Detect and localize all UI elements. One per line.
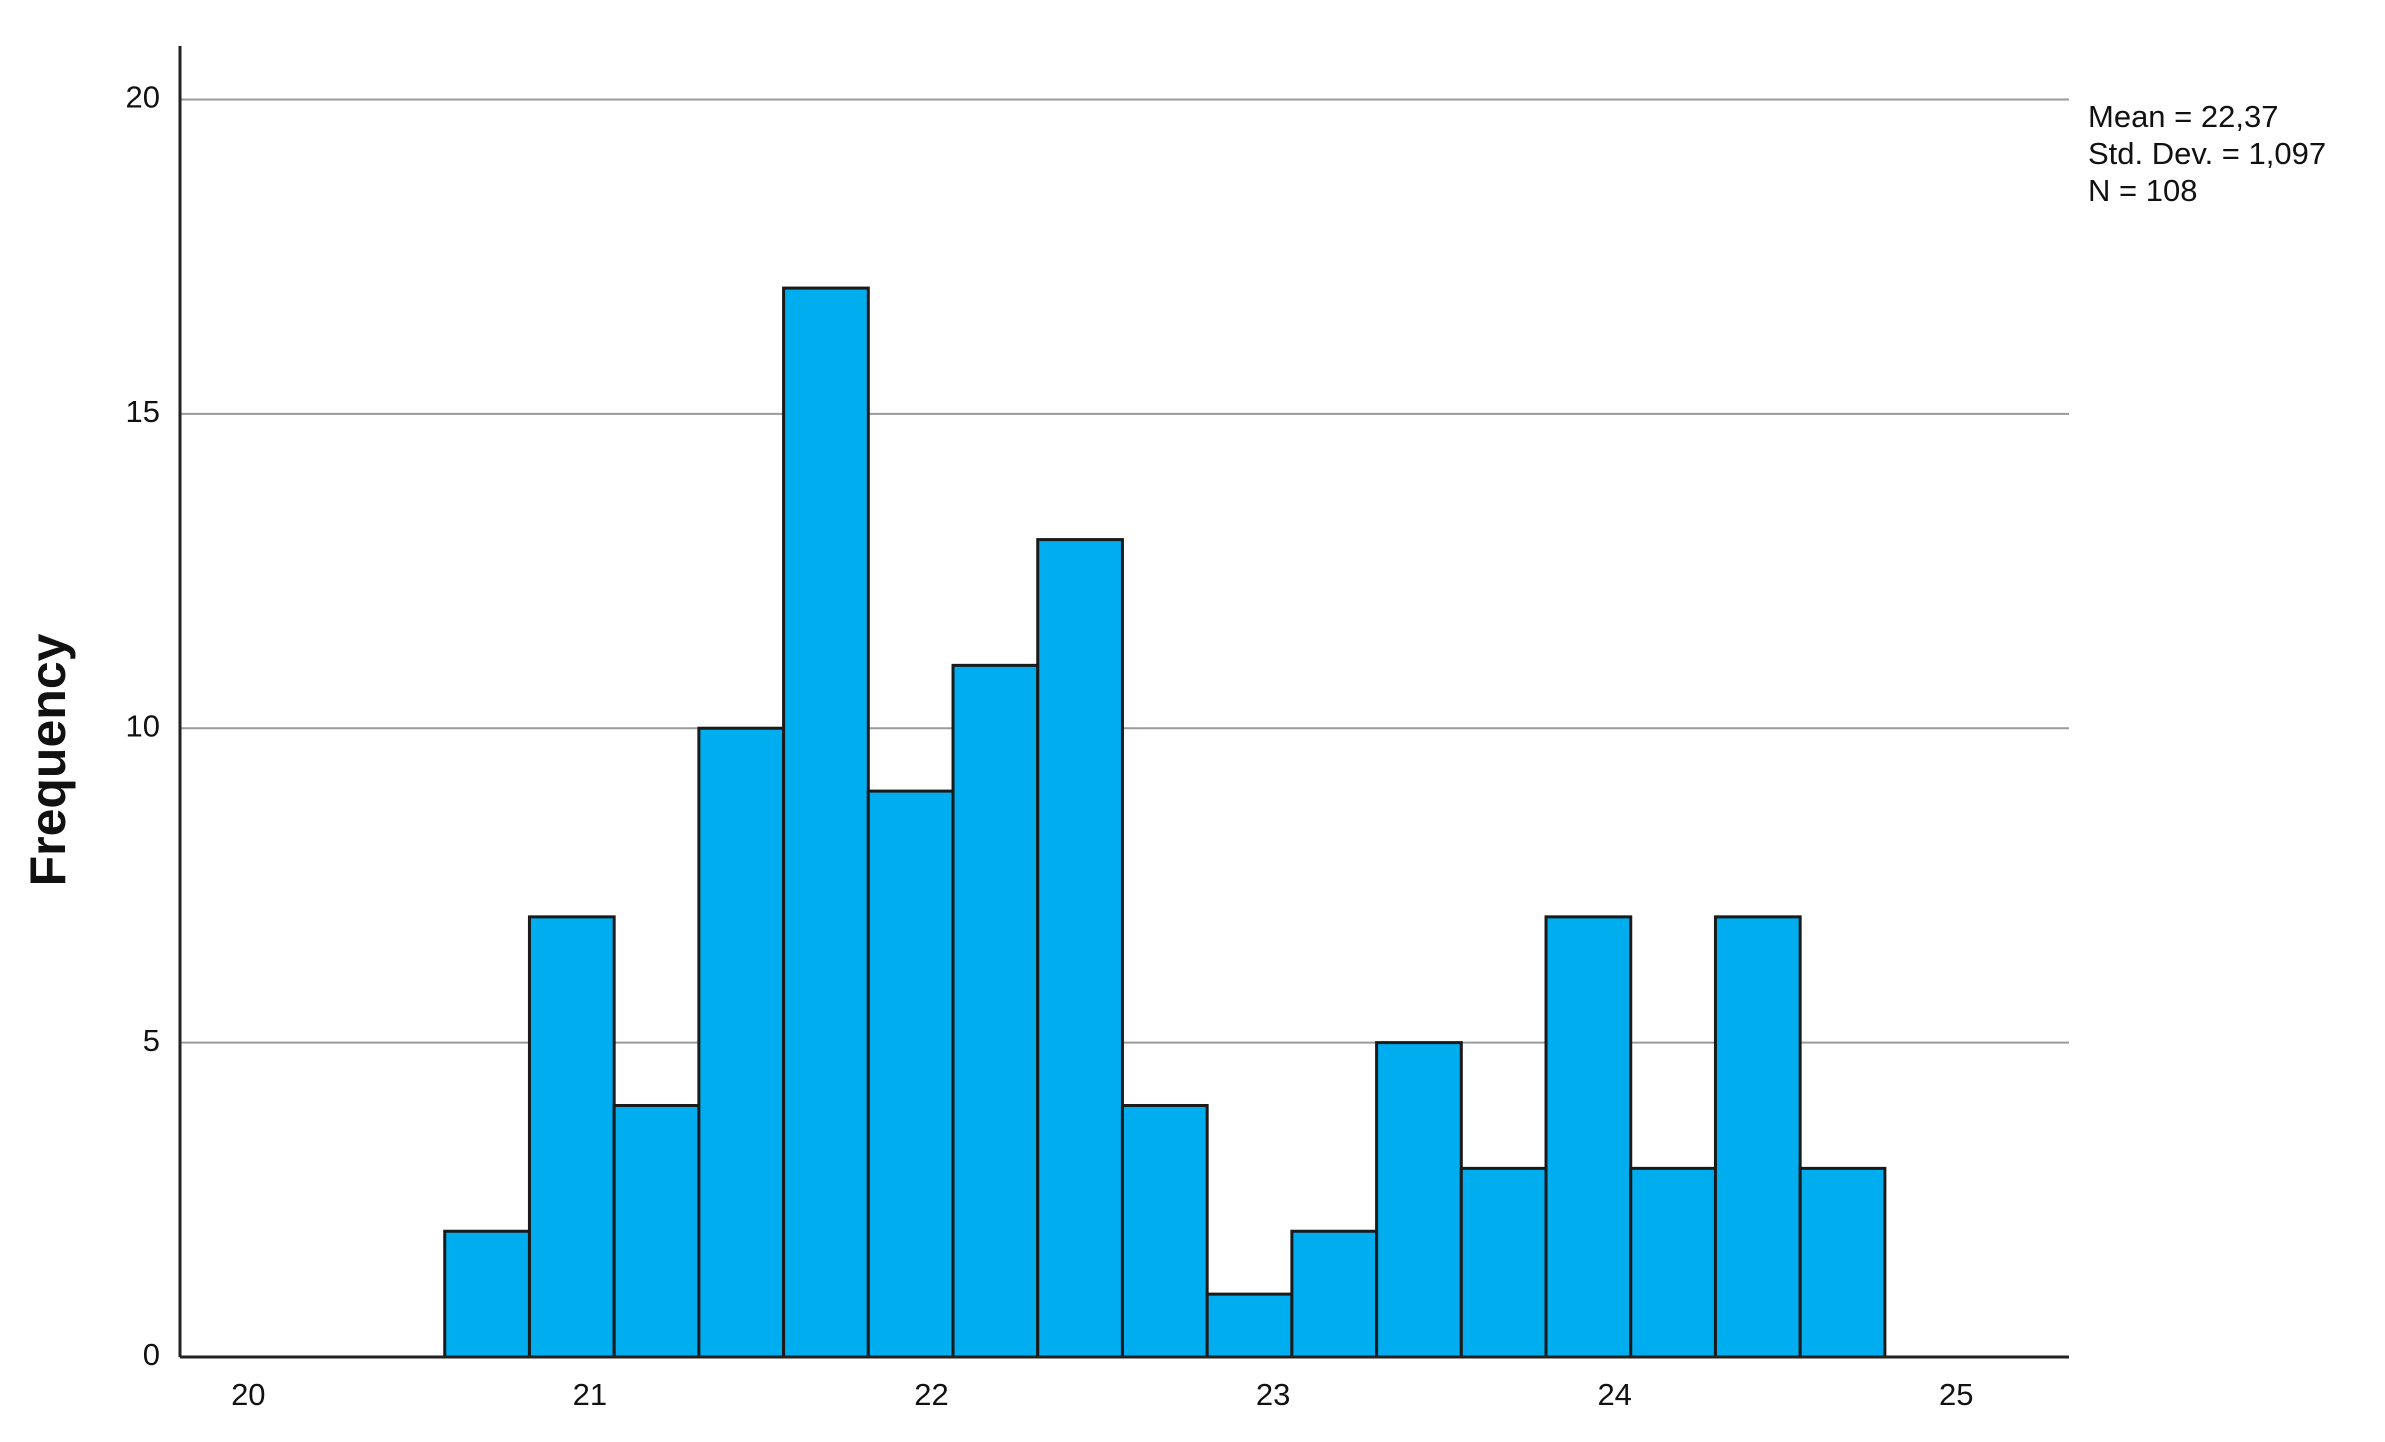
bar: [1205, 1292, 1294, 1359]
bar: [697, 726, 786, 1359]
bar: [1290, 1229, 1379, 1359]
bar: [866, 789, 955, 1359]
bar: [1544, 915, 1633, 1359]
bar: [1798, 1166, 1887, 1359]
bar: [1036, 538, 1124, 1359]
bar: [1375, 1041, 1463, 1359]
bar: [443, 1229, 531, 1359]
bar: [527, 915, 616, 1359]
y-tick-label: 20: [126, 80, 160, 115]
y-axis-label: Frequency: [20, 633, 76, 886]
x-tick-label: 20: [231, 1377, 265, 1412]
bar: [1629, 1166, 1717, 1359]
y-tick-label: 15: [126, 394, 160, 429]
x-tick-label: 23: [1256, 1377, 1290, 1412]
bar: [1459, 1166, 1548, 1359]
x-tick-label: 22: [914, 1377, 948, 1412]
bar: [782, 286, 870, 1359]
bar: [1120, 1103, 1209, 1359]
x-tick-label: 25: [1939, 1377, 1973, 1412]
stats-annotation: N = 108: [2088, 173, 2197, 208]
y-tick-label: 10: [126, 708, 160, 743]
bar: [1713, 915, 1802, 1359]
y-tick-label: 5: [143, 1023, 160, 1058]
bar: [951, 663, 1040, 1359]
y-tick-label: 0: [143, 1337, 160, 1372]
stats-annotation: Mean = 22,37: [2088, 99, 2278, 134]
stats-annotation: Std. Dev. = 1,097: [2088, 136, 2326, 171]
bar: [612, 1103, 701, 1359]
x-tick-label: 21: [573, 1377, 607, 1412]
x-tick-label: 24: [1597, 1377, 1631, 1412]
